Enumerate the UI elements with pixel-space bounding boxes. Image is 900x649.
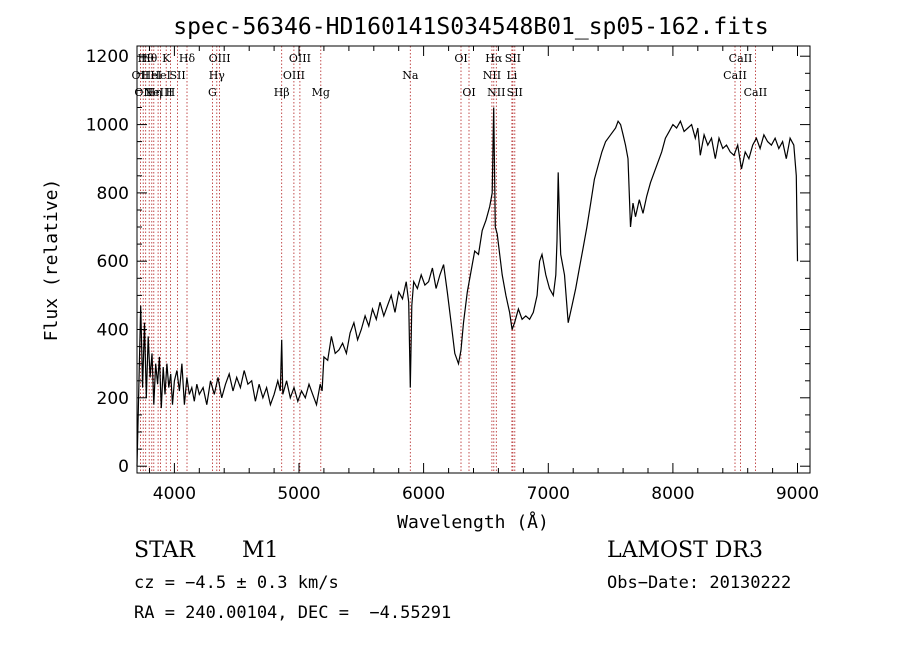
spectrum-line: [136, 107, 799, 467]
line-label-li: Li: [506, 69, 517, 82]
line-label-g: G: [208, 86, 217, 99]
x-tick-label: 9000: [776, 484, 819, 504]
y-tick-label: 800: [97, 184, 129, 204]
x-tick-label: 6000: [402, 484, 445, 504]
line-label-nii: NII: [483, 69, 501, 82]
emission-line-markers: [139, 46, 756, 473]
line-label-mg: Mg: [312, 86, 330, 99]
line-label-sii: SII: [169, 69, 185, 82]
object-class: STAR: [134, 538, 195, 563]
line-label-oi: OI: [454, 52, 467, 65]
line-label-oiii: OIII: [289, 52, 311, 65]
line-label-hη: Hη: [146, 86, 162, 99]
obs-date: Obs−Date: 20130222: [607, 573, 792, 593]
chart-title: spec-56346-HD160141S034548B01_sp05-162.f…: [173, 14, 768, 40]
object-subclass: M1: [242, 538, 279, 563]
line-label-hγ: Hγ: [209, 69, 226, 82]
line-label-caii: CaII: [723, 69, 747, 82]
line-label-hδ: Hδ: [179, 52, 196, 65]
y-tick-label: 1000: [86, 116, 129, 136]
coordinates: RA = 240.00104, DEC = −4.55291: [134, 603, 452, 623]
x-tick-label: 8000: [651, 484, 694, 504]
x-tick-label: 7000: [527, 484, 570, 504]
line-label-oi: OI: [462, 86, 475, 99]
y-tick-label: 600: [97, 252, 129, 272]
x-axis-label: Wavelength (Å): [397, 511, 549, 533]
survey-name: LAMOST DR3: [607, 538, 763, 563]
line-label-neiii: NeIII: [144, 86, 173, 99]
axis-ticks: 4000 5000 6000 7000 8000 9000 0 200 400 600 800 100…: [86, 46, 819, 504]
line-label-hei: HeI: [142, 69, 162, 82]
line-label-hθ: Hθ: [141, 52, 158, 65]
line-label-hα: Hα: [485, 52, 503, 65]
y-tick-label: 0: [118, 457, 129, 477]
line-label-sii: SII: [505, 52, 521, 65]
line-label-hθ: Hθ: [138, 52, 155, 65]
line-label-oii: OII: [132, 69, 150, 82]
line-label-nii: NII: [487, 86, 505, 99]
y-axis-label: Flux (relative): [41, 179, 62, 342]
line-label-hβ: Hβ: [274, 86, 290, 99]
line-label-k: K: [162, 52, 171, 65]
y-tick-label: 400: [97, 321, 129, 341]
line-label-oiii: OIII: [283, 69, 305, 82]
line-label-caii: CaII: [744, 86, 768, 99]
line-label-caii: CaII: [729, 52, 753, 65]
line-label-hei: HeI: [150, 69, 170, 82]
y-tick-label: 1200: [86, 47, 129, 67]
x-tick-label: 5000: [277, 484, 320, 504]
line-label-oii: OII: [134, 86, 152, 99]
emission-line-labels: OIIOIIHθHθHeIHηNeIIIHeIKHSIIHδGHγOIIIHβO…: [132, 52, 768, 99]
y-tick-label: 200: [97, 389, 129, 409]
redshift-value: cz = −4.5 ± 0.3 km/s: [134, 573, 339, 593]
line-label-h: H: [166, 86, 176, 99]
x-tick-label: 4000: [153, 484, 196, 504]
line-label-na: Na: [402, 69, 419, 82]
line-label-sii: SII: [507, 86, 523, 99]
spectrum-chart: spec-56346-HD160141S034548B01_sp05-162.f…: [41, 14, 819, 533]
line-label-oiii: OIII: [209, 52, 231, 65]
